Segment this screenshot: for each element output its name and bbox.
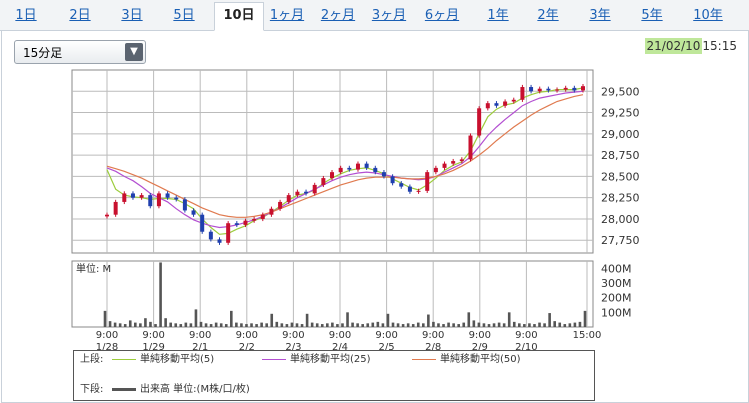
period-tab-bar: 1日 2日 3日 5日 10日 1ヶ月 2ヶ月 3ヶ月 6ヶ月 1年 2年 3年 5年 10年 bbox=[0, 0, 749, 31]
legend-lower-row: 下段: 出来高 単位:(M株/口/枚) bbox=[80, 383, 250, 397]
tab-period-11[interactable]: 3年 bbox=[589, 8, 611, 23]
last-updated-date: 21/02/10 bbox=[644, 38, 703, 54]
tab-period-4[interactable]: 10日 bbox=[214, 2, 264, 31]
tab-period-9[interactable]: 1年 bbox=[487, 8, 509, 23]
tab-period-10[interactable]: 2年 bbox=[537, 8, 559, 23]
legend-upper-row: 上段: 単純移動平均(5) 単純移動平均(25) 単純移動平均(50) bbox=[80, 353, 521, 367]
legend-swatch-volume bbox=[112, 387, 136, 391]
chart-legend: 上段: 単純移動平均(5) 単純移動平均(25) 単純移動平均(50) 下段: … bbox=[73, 350, 595, 401]
tab-period-2[interactable]: 3日 bbox=[121, 8, 143, 23]
chart-panel bbox=[1, 30, 749, 403]
legend-label-ma5: 単純移動平均(5) bbox=[140, 354, 215, 365]
legend-label-ma50: 単純移動平均(50) bbox=[440, 354, 521, 365]
legend-item-ma5: 単純移動平均(5) bbox=[112, 353, 214, 367]
legend-item-ma25: 単純移動平均(25) bbox=[262, 353, 371, 367]
tab-period-8[interactable]: 6ヶ月 bbox=[424, 8, 460, 23]
tab-period-12[interactable]: 5年 bbox=[641, 8, 663, 23]
legend-swatch-ma50 bbox=[412, 358, 436, 360]
legend-upper-label: 上段: bbox=[80, 354, 104, 365]
tab-period-6[interactable]: 2ヶ月 bbox=[320, 8, 356, 23]
tab-period-3[interactable]: 5日 bbox=[173, 8, 195, 23]
legend-label-ma25: 単純移動平均(25) bbox=[290, 354, 371, 365]
interval-select[interactable]: 15分足 ▼ bbox=[14, 40, 146, 64]
tab-period-0[interactable]: 1日 bbox=[15, 8, 37, 23]
chevron-down-icon[interactable]: ▼ bbox=[125, 43, 143, 61]
tab-period-5[interactable]: 1ヶ月 bbox=[269, 8, 305, 23]
legend-label-volume: 出来高 単位:(M株/口/枚) bbox=[140, 384, 250, 395]
legend-item-ma50: 単純移動平均(50) bbox=[412, 353, 521, 367]
last-updated: 21/02/10 15:15 bbox=[644, 38, 737, 54]
tab-period-7[interactable]: 3ヶ月 bbox=[371, 8, 407, 23]
legend-swatch-ma25 bbox=[262, 358, 286, 360]
legend-swatch-ma5 bbox=[112, 358, 136, 360]
legend-lower-label: 下段: bbox=[80, 384, 104, 395]
legend-item-volume: 出来高 単位:(M株/口/枚) bbox=[112, 383, 250, 397]
interval-select-value: 15分足 bbox=[23, 46, 63, 60]
tab-period-1[interactable]: 2日 bbox=[69, 8, 91, 23]
tab-period-13[interactable]: 10年 bbox=[693, 8, 723, 23]
last-updated-time: 15:15 bbox=[702, 39, 737, 53]
